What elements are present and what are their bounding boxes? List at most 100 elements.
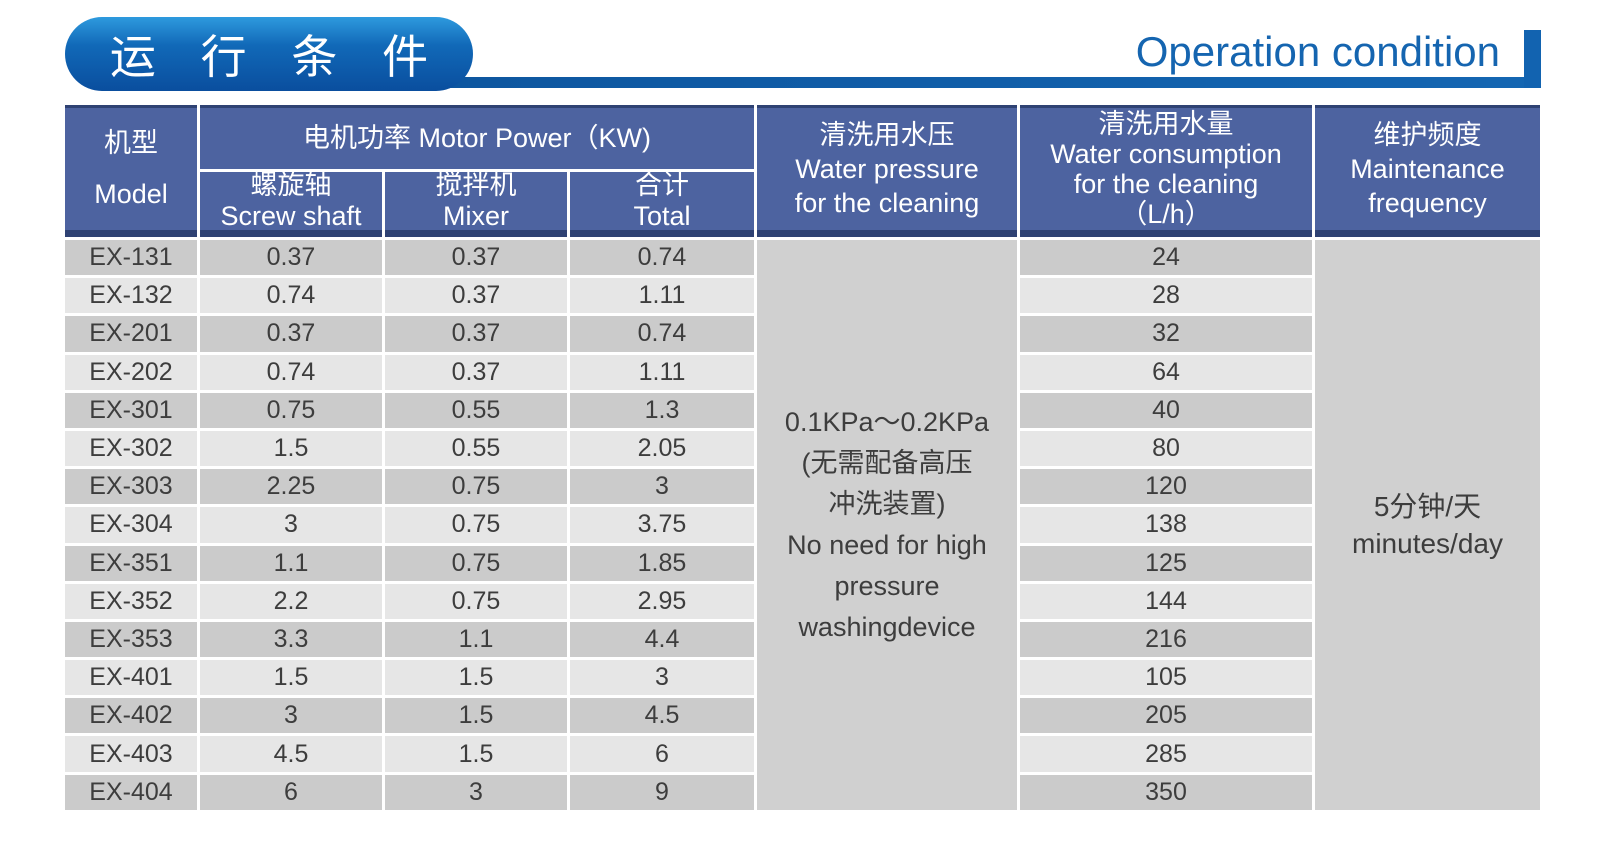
cell-total: 1.3 xyxy=(570,392,754,428)
cell-mixer: 0.37 xyxy=(385,354,567,390)
cell-total: 9 xyxy=(570,774,754,810)
header-water-consumption: 清洗用水量 Water consumption for the cleaning （L… xyxy=(1020,105,1312,237)
cell-water-consumption: 28 xyxy=(1020,278,1312,314)
text-line: pressure xyxy=(834,570,940,601)
text-line: Model xyxy=(94,179,168,209)
cell-total: 3.75 xyxy=(570,507,754,543)
water-pressure-note: 0.1KPa～0.2KPa (无需配备高压 冲洗装置) No need for hig… xyxy=(757,240,1017,810)
cell-model: EX-303 xyxy=(65,469,197,505)
text-line: (无需配备高压 xyxy=(801,447,973,478)
cell-mixer: 3 xyxy=(385,774,567,810)
cell-total: 0.74 xyxy=(570,240,754,276)
text-line: 机型 xyxy=(104,128,158,158)
cell-mixer: 0.37 xyxy=(385,240,567,276)
text-line: washingdevice xyxy=(798,611,976,642)
cell-screw-shaft: 0.74 xyxy=(200,278,382,314)
cell-total: 4.4 xyxy=(570,621,754,658)
cell-total: 6 xyxy=(570,736,754,772)
cell-total: 2.05 xyxy=(570,430,754,467)
title-underline xyxy=(420,77,1524,88)
text-line: for the cleaning xyxy=(794,188,980,218)
operation-condition-table: 机型 Model 电机功率 Motor Power（KW) 螺旋轴 Screw sh… xyxy=(65,105,1540,810)
cell-screw-shaft: 1.5 xyxy=(200,660,382,696)
cell-screw-shaft: 0.37 xyxy=(200,316,382,352)
text-line: 维护频度 xyxy=(1373,120,1482,150)
cell-mixer: 1.5 xyxy=(385,698,567,734)
cell-mixer: 0.75 xyxy=(385,583,567,619)
cell-model: EX-351 xyxy=(65,545,197,581)
cell-screw-shaft: 0.75 xyxy=(200,392,382,428)
cell-water-consumption: 24 xyxy=(1020,240,1312,276)
header-model: 机型 Model xyxy=(65,105,197,237)
cell-mixer: 0.37 xyxy=(385,316,567,352)
cell-water-consumption: 144 xyxy=(1020,583,1312,619)
text-line: Screw shaft xyxy=(220,201,362,231)
cell-screw-shaft: 3.3 xyxy=(200,621,382,658)
cell-model: EX-353 xyxy=(65,621,197,658)
text-line: minutes/day xyxy=(1352,527,1503,559)
cell-water-consumption: 125 xyxy=(1020,545,1312,581)
cell-screw-shaft: 3 xyxy=(200,507,382,543)
cell-total: 2.95 xyxy=(570,583,754,619)
cell-model: EX-132 xyxy=(65,278,197,314)
cell-mixer: 0.37 xyxy=(385,278,567,314)
cell-water-consumption: 40 xyxy=(1020,392,1312,428)
text-line: Maintenance xyxy=(1350,154,1505,184)
header-motor-power-label: 电机功率 Motor Power（KW) xyxy=(302,123,652,153)
cell-total: 1.11 xyxy=(570,354,754,390)
cell-screw-shaft: 2.2 xyxy=(200,583,382,619)
cell-mixer: 0.75 xyxy=(385,545,567,581)
cell-model: EX-201 xyxy=(65,316,197,352)
cell-model: EX-401 xyxy=(65,660,197,696)
cell-mixer: 0.75 xyxy=(385,507,567,543)
cell-water-consumption: 205 xyxy=(1020,698,1312,734)
cell-total: 1.85 xyxy=(570,545,754,581)
cell-water-consumption: 80 xyxy=(1020,430,1312,467)
cell-screw-shaft: 0.37 xyxy=(200,240,382,276)
header-total: 合计 Total xyxy=(570,170,754,237)
text-line: 搅拌机 xyxy=(435,170,517,200)
cell-model: EX-352 xyxy=(65,583,197,619)
section-badge: 运 行 条 件 xyxy=(65,17,473,91)
cell-screw-shaft: 1.5 xyxy=(200,430,382,467)
text-line: 清洗用水压 xyxy=(819,120,955,150)
cell-model: EX-304 xyxy=(65,507,197,543)
text-line: for the cleaning xyxy=(1073,169,1259,199)
header-water-pressure: 清洗用水压 Water pressure for the cleaning xyxy=(757,105,1017,237)
text-line: No need for high xyxy=(787,529,987,560)
cell-total: 3 xyxy=(570,660,754,696)
cell-water-consumption: 32 xyxy=(1020,316,1312,352)
text-line: Total xyxy=(633,201,691,231)
cell-total: 4.5 xyxy=(570,698,754,734)
text-line: Water pressure xyxy=(795,154,979,184)
cell-total: 3 xyxy=(570,469,754,505)
cell-mixer: 0.75 xyxy=(385,469,567,505)
text-line: 0.1KPa～0.2KPa xyxy=(784,406,990,437)
cell-screw-shaft: 2.25 xyxy=(200,469,382,505)
text-line: （L/h） xyxy=(1120,199,1212,229)
text-line: 清洗用水量 xyxy=(1098,109,1234,139)
cell-total: 1.11 xyxy=(570,278,754,314)
cell-model: EX-403 xyxy=(65,736,197,772)
cell-screw-shaft: 4.5 xyxy=(200,736,382,772)
text-line: frequency xyxy=(1368,188,1487,218)
cell-model: EX-202 xyxy=(65,354,197,390)
cell-model: EX-302 xyxy=(65,430,197,467)
cell-water-consumption: 120 xyxy=(1020,469,1312,505)
cell-model: EX-131 xyxy=(65,240,197,276)
title-end-bar xyxy=(1524,30,1541,88)
cell-total: 0.74 xyxy=(570,316,754,352)
section-title-zh: 运 行 条 件 xyxy=(109,31,445,83)
cell-water-consumption: 216 xyxy=(1020,621,1312,658)
header-motor-power: 电机功率 Motor Power（KW) xyxy=(200,105,754,169)
cell-water-consumption: 105 xyxy=(1020,660,1312,696)
cell-screw-shaft: 3 xyxy=(200,698,382,734)
cell-water-consumption: 285 xyxy=(1020,736,1312,772)
header-mixer: 搅拌机 Mixer xyxy=(385,170,567,237)
section-title-en: Operation condition xyxy=(1135,28,1500,75)
header-screw-shaft: 螺旋轴 Screw shaft xyxy=(200,170,382,237)
cell-screw-shaft: 6 xyxy=(200,774,382,810)
title-band: 运 行 条 件 Operation condition xyxy=(0,0,1600,100)
cell-mixer: 1.5 xyxy=(385,736,567,772)
cell-model: EX-404 xyxy=(65,774,197,810)
